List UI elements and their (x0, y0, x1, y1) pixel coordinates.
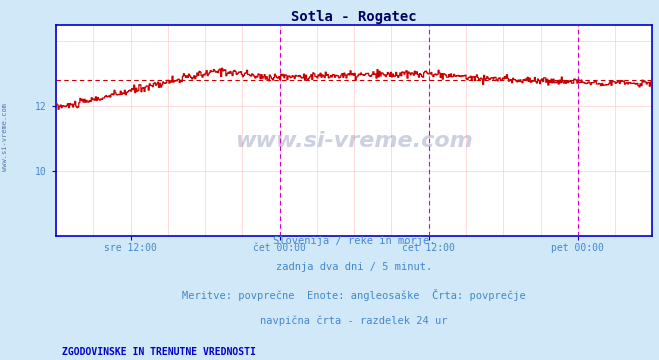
Text: www.si-vreme.com: www.si-vreme.com (2, 103, 9, 171)
Text: zadnja dva dni / 5 minut.: zadnja dva dni / 5 minut. (276, 262, 432, 273)
Text: ZGODOVINSKE IN TRENUTNE VREDNOSTI: ZGODOVINSKE IN TRENUTNE VREDNOSTI (62, 347, 256, 357)
Text: Slovenija / reke in morje.: Slovenija / reke in morje. (273, 236, 436, 246)
Title: Sotla - Rogatec: Sotla - Rogatec (291, 10, 417, 24)
Text: www.si-vreme.com: www.si-vreme.com (235, 131, 473, 151)
Text: Meritve: povprečne  Enote: angleosaške  Črta: povprečje: Meritve: povprečne Enote: angleosaške Čr… (183, 289, 526, 301)
Text: navpična črta - razdelek 24 ur: navpična črta - razdelek 24 ur (260, 315, 448, 326)
